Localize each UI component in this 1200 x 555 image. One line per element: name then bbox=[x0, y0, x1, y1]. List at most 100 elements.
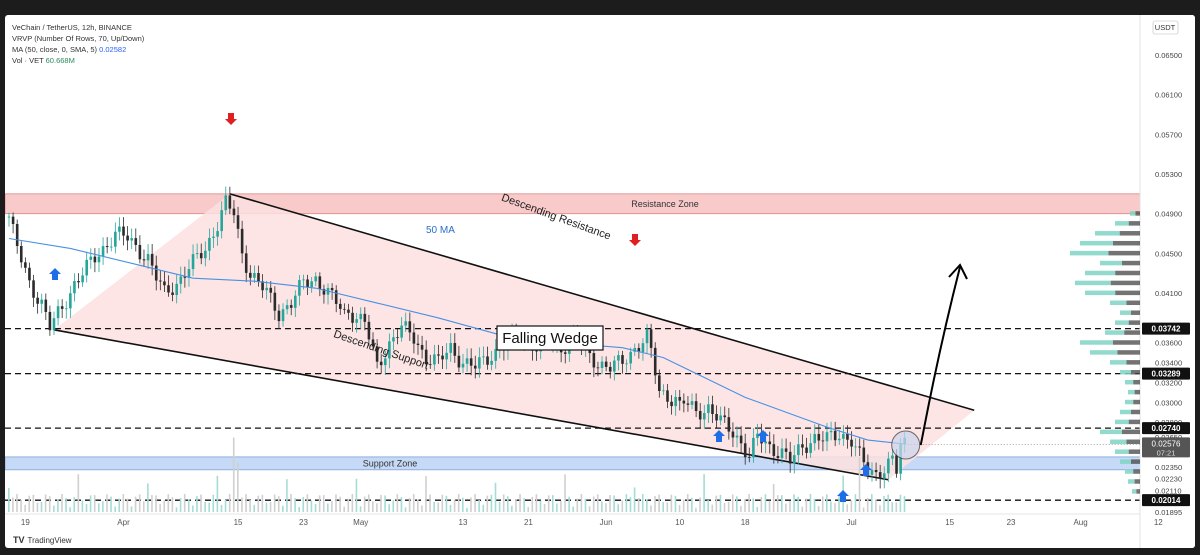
candle bbox=[825, 432, 829, 442]
volume-bar bbox=[241, 497, 243, 512]
x-tick-label: 13 bbox=[459, 518, 468, 527]
volume-bar bbox=[826, 494, 828, 512]
volume-bar bbox=[670, 494, 673, 512]
volume-bar bbox=[257, 495, 260, 512]
candle bbox=[253, 273, 256, 278]
volume-bar bbox=[52, 505, 55, 512]
candle bbox=[298, 280, 301, 296]
volume-bar bbox=[102, 501, 104, 512]
y-tick-label: 0.03200 bbox=[1155, 378, 1182, 387]
volume-bar bbox=[572, 506, 575, 512]
candle bbox=[711, 404, 714, 415]
volume-bar bbox=[445, 495, 448, 512]
tradingview-brand[interactable]: TV TradingView bbox=[13, 535, 72, 545]
vol-line[interactable]: Vol · VET 60.668M bbox=[12, 55, 144, 66]
volume-bar bbox=[12, 497, 14, 512]
price-level-tag bbox=[1142, 322, 1190, 335]
candle bbox=[236, 215, 240, 229]
volume-bar bbox=[302, 496, 305, 512]
candle bbox=[355, 319, 358, 323]
candle bbox=[441, 355, 444, 360]
y-tick-label: 0.02230 bbox=[1155, 475, 1182, 484]
candle bbox=[563, 352, 567, 354]
candle bbox=[281, 309, 285, 322]
volume-bar bbox=[314, 504, 317, 512]
candle bbox=[457, 355, 461, 368]
vol-label: Vol · VET bbox=[12, 56, 44, 65]
volume-bar bbox=[179, 498, 182, 512]
volume-bar bbox=[24, 504, 26, 512]
volume-profile-up bbox=[1085, 290, 1116, 296]
candle bbox=[114, 231, 117, 247]
volume-bar bbox=[134, 496, 137, 512]
candle bbox=[318, 276, 322, 289]
volume-profile-down bbox=[1113, 340, 1140, 345]
candle bbox=[776, 455, 780, 459]
volume-profile-up bbox=[1132, 489, 1137, 494]
volume-bar bbox=[61, 494, 63, 512]
volume-profile-down bbox=[1128, 449, 1140, 454]
volume-bar bbox=[601, 501, 603, 512]
volume-bar bbox=[224, 499, 227, 512]
candle bbox=[138, 244, 142, 260]
volume-profile-down bbox=[1108, 250, 1140, 256]
volume-bar bbox=[449, 505, 452, 512]
currency-box bbox=[1152, 20, 1179, 35]
candle bbox=[130, 238, 133, 241]
symbol-line[interactable]: VeChain / TetherUS, 12h, BINANCE bbox=[12, 23, 132, 32]
candle bbox=[363, 313, 367, 322]
volume-bar bbox=[396, 494, 399, 512]
volume-bar bbox=[359, 506, 362, 512]
candle bbox=[895, 455, 898, 474]
candle bbox=[195, 253, 199, 255]
volume-profile-up bbox=[1080, 340, 1113, 345]
ma-line[interactable]: MA (50, close, 0, SMA, 5) 0.02582 bbox=[12, 44, 144, 55]
volume-bar bbox=[155, 495, 157, 512]
candle bbox=[592, 353, 596, 368]
volume-bar bbox=[16, 494, 18, 512]
candle bbox=[310, 281, 313, 288]
vrvp-line[interactable]: VRVP (Number Of Rows, 70, Up/Down) bbox=[12, 34, 145, 43]
candle bbox=[670, 401, 673, 407]
volume-bar bbox=[609, 494, 611, 512]
candle bbox=[404, 321, 408, 326]
candle bbox=[486, 356, 489, 365]
candle bbox=[392, 337, 395, 342]
volume-bar bbox=[625, 494, 628, 512]
volume-bar bbox=[32, 494, 35, 512]
candle bbox=[600, 361, 604, 368]
volume-bar bbox=[768, 500, 771, 512]
candle bbox=[97, 256, 101, 263]
candle bbox=[482, 356, 485, 358]
candle bbox=[408, 321, 412, 333]
volume-bar bbox=[699, 497, 701, 512]
volume-bar bbox=[196, 496, 198, 512]
volume-bar bbox=[723, 502, 726, 512]
blue-arrow-icon bbox=[757, 430, 769, 442]
blue-arrow-icon bbox=[837, 490, 849, 502]
candle bbox=[77, 281, 80, 283]
volume-bar bbox=[48, 496, 51, 512]
candle bbox=[179, 276, 183, 284]
volume-bar bbox=[187, 499, 190, 512]
candle bbox=[171, 292, 174, 296]
falling-wedge-label: Falling Wedge bbox=[502, 330, 598, 347]
ma50-label: 50 MA bbox=[426, 225, 455, 236]
projection-curve bbox=[919, 266, 961, 446]
highlight-circle bbox=[891, 430, 921, 460]
volume-bar bbox=[457, 494, 460, 512]
volume-bar bbox=[44, 494, 47, 512]
candle bbox=[224, 195, 228, 211]
volume-bar bbox=[494, 482, 497, 512]
volume-bar bbox=[731, 494, 734, 512]
falling-wedge-box bbox=[496, 325, 604, 351]
candle bbox=[453, 343, 457, 356]
volume-bar bbox=[69, 507, 71, 512]
candle bbox=[60, 306, 64, 309]
volume-bar bbox=[744, 499, 746, 512]
volume-bar bbox=[887, 494, 889, 512]
volume-profile-up bbox=[1120, 310, 1131, 315]
volume-bar bbox=[466, 507, 468, 512]
volume-bar bbox=[752, 498, 754, 512]
